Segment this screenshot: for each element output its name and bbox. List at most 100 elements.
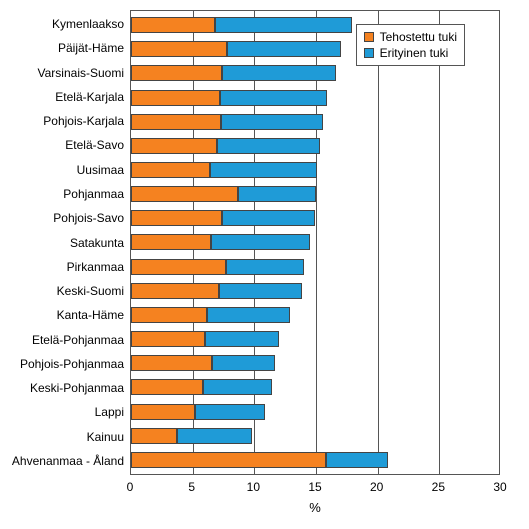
stacked-bar [131, 283, 302, 299]
bar-segment-erityinen [219, 283, 303, 299]
bar-segment-tehostettu [131, 65, 222, 81]
stacked-bar [131, 379, 272, 395]
plot-area: Tehostettu tuki Erityinen tuki [130, 10, 500, 475]
bar-segment-erityinen [177, 428, 252, 444]
bar-segment-tehostettu [131, 307, 207, 323]
stacked-bar [131, 90, 327, 106]
category-label: Pohjois-Pohjanmaa [0, 357, 124, 371]
bar-segment-erityinen [238, 186, 316, 202]
bar-segment-tehostettu [131, 17, 215, 33]
chart-container: Kymenlaakso Päijät-Häme Varsinais-Suomi Ete… [0, 0, 529, 529]
bar-row [131, 327, 499, 351]
bar-segment-erityinen [215, 17, 352, 33]
bar-row [131, 375, 499, 399]
category-label: Kymenlaakso [0, 17, 124, 31]
stacked-bar [131, 41, 341, 57]
x-tick-label: 10 [247, 480, 260, 494]
bar-row [131, 255, 499, 279]
bar-segment-tehostettu [131, 379, 203, 395]
bar-row [131, 279, 499, 303]
stacked-bar [131, 259, 304, 275]
bar-row [131, 134, 499, 158]
swatch-icon [364, 32, 374, 42]
bar-segment-tehostettu [131, 41, 227, 57]
stacked-bar [131, 114, 323, 130]
bar-segment-erityinen [210, 162, 317, 178]
bar-segment-tehostettu [131, 428, 177, 444]
category-label: Kainuu [0, 430, 124, 444]
stacked-bar [131, 210, 315, 226]
x-tick-label: 15 [308, 480, 321, 494]
x-tick-label: 25 [432, 480, 445, 494]
stacked-bar [131, 17, 352, 33]
bar-row [131, 400, 499, 424]
legend-item-erityinen: Erityinen tuki [364, 45, 457, 61]
category-label: Uusimaa [0, 163, 124, 177]
bar-row [131, 424, 499, 448]
bar-segment-erityinen [220, 90, 327, 106]
bar-row [131, 303, 499, 327]
x-tick-label: 20 [370, 480, 383, 494]
bar-segment-tehostettu [131, 90, 220, 106]
bar-segment-erityinen [195, 404, 265, 420]
category-label: Päijät-Häme [0, 41, 124, 55]
bar-segment-erityinen [227, 41, 340, 57]
stacked-bar [131, 307, 290, 323]
bar-segment-tehostettu [131, 331, 205, 347]
legend-label: Tehostettu tuki [380, 29, 457, 45]
legend-label: Erityinen tuki [380, 45, 449, 61]
bar-row [131, 158, 499, 182]
category-label: Etelä-Savo [0, 138, 124, 152]
bar-segment-tehostettu [131, 259, 226, 275]
bar-segment-erityinen [222, 210, 315, 226]
bar-row [131, 448, 499, 472]
category-label: Keski-Pohjanmaa [0, 381, 124, 395]
stacked-bar [131, 186, 316, 202]
stacked-bar [131, 428, 252, 444]
legend-item-tehostettu: Tehostettu tuki [364, 29, 457, 45]
bar-segment-tehostettu [131, 355, 212, 371]
bar-row [131, 182, 499, 206]
category-label: Kanta-Häme [0, 308, 124, 322]
bar-segment-tehostettu [131, 404, 195, 420]
bar-row [131, 85, 499, 109]
bar-segment-tehostettu [131, 210, 222, 226]
category-label: Ahvenanmaa - Åland [0, 454, 124, 468]
bar-segment-erityinen [207, 307, 290, 323]
bar-segment-tehostettu [131, 234, 211, 250]
bar-segment-tehostettu [131, 138, 217, 154]
category-label: Pohjanmaa [0, 187, 124, 201]
bar-segment-erityinen [203, 379, 272, 395]
category-label: Pohjois-Savo [0, 211, 124, 225]
bar-segment-tehostettu [131, 283, 219, 299]
stacked-bar [131, 162, 317, 178]
category-label: Etelä-Karjala [0, 90, 124, 104]
bar-segment-erityinen [326, 452, 388, 468]
bar-segment-tehostettu [131, 452, 326, 468]
bar-segment-tehostettu [131, 162, 210, 178]
category-label: Varsinais-Suomi [0, 66, 124, 80]
bar-segment-tehostettu [131, 186, 238, 202]
category-label: Satakunta [0, 236, 124, 250]
category-label: Keski-Suomi [0, 284, 124, 298]
stacked-bar [131, 138, 320, 154]
bar-segment-tehostettu [131, 114, 221, 130]
x-tick-label: 5 [188, 480, 195, 494]
stacked-bar [131, 404, 265, 420]
category-label: Pirkanmaa [0, 260, 124, 274]
x-tick-label: 30 [493, 480, 506, 494]
stacked-bar [131, 452, 388, 468]
stacked-bar [131, 355, 275, 371]
stacked-bar [131, 331, 279, 347]
bar-row [131, 351, 499, 375]
x-axis-title: % [130, 500, 500, 515]
swatch-icon [364, 48, 374, 58]
bar-segment-erityinen [217, 138, 319, 154]
bar-segment-erityinen [221, 114, 323, 130]
category-label: Pohjois-Karjala [0, 114, 124, 128]
x-tick-label: 0 [127, 480, 134, 494]
bar-segment-erityinen [226, 259, 304, 275]
bar-row [131, 206, 499, 230]
category-label: Etelä-Pohjanmaa [0, 333, 124, 347]
bar-row [131, 230, 499, 254]
